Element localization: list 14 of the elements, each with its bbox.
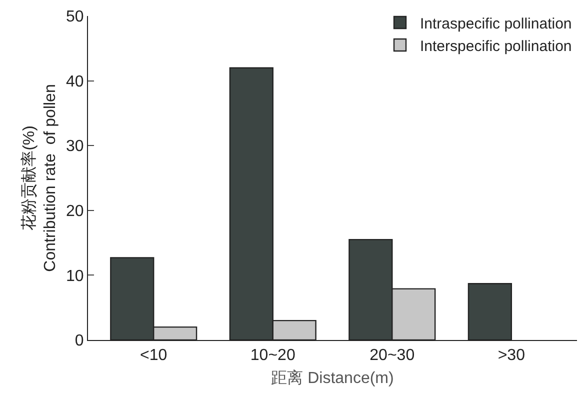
- x-tick-label: 10~20: [250, 347, 296, 364]
- y-tick-label: 10: [66, 268, 84, 285]
- x-tick-label: 20~30: [370, 347, 415, 364]
- x-tick-label: <10: [140, 347, 168, 364]
- y-axis-title: 花粉贡献率(%) Contribution rate of pollen: [20, 84, 59, 272]
- x-axis-title: 距离 Distance(m): [271, 368, 394, 387]
- x-tick-label: >30: [498, 347, 526, 364]
- y-tick-label: 50: [66, 8, 84, 26]
- legend-label: Interspecific pollination: [420, 38, 572, 55]
- y-tick-label: 30: [66, 138, 84, 156]
- y-tick-label: 40: [66, 73, 84, 90]
- y-tick-label: 0: [74, 332, 84, 350]
- y-tick-label: 20: [66, 203, 84, 220]
- legend-label: Intraspecific pollination: [420, 15, 572, 32]
